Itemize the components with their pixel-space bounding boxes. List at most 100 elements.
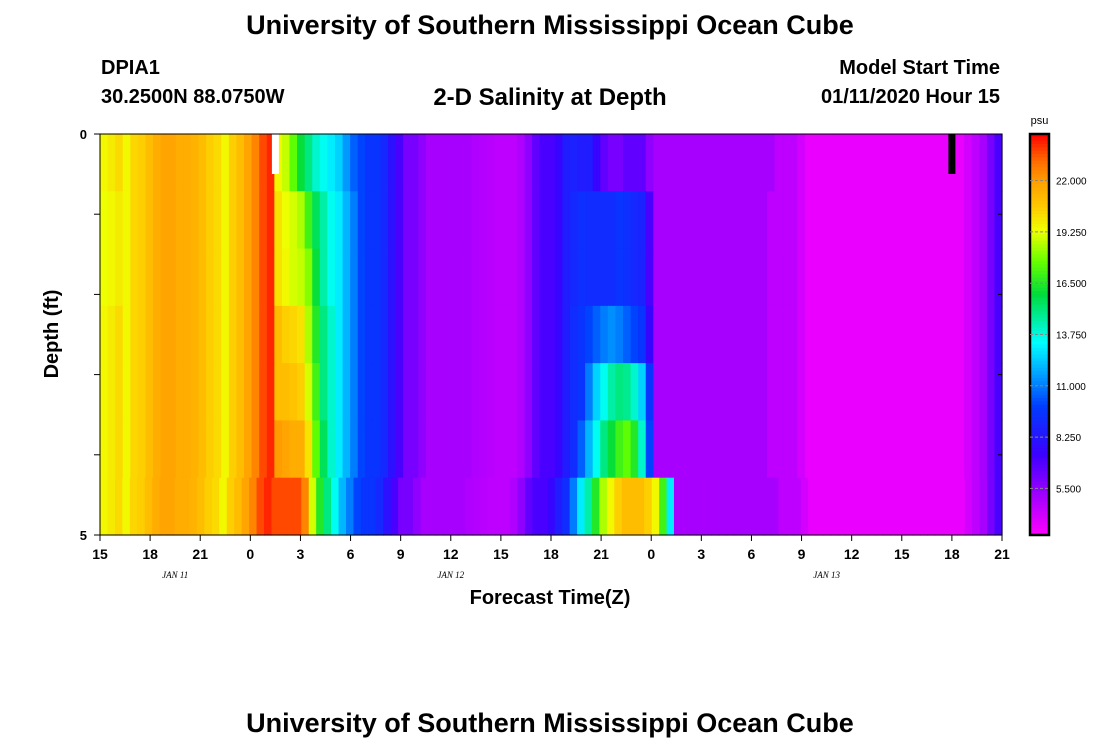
heatmap-cell (259, 363, 268, 422)
heatmap-cell (808, 477, 817, 536)
heatmap-cell (472, 477, 481, 536)
colorbar-segment (1030, 351, 1049, 356)
x-tick-label: 18 (543, 546, 559, 562)
heatmap-cell (607, 134, 617, 192)
heatmap-cell (736, 305, 745, 364)
heatmap-cell (721, 134, 730, 192)
colorbar-segment (1030, 230, 1049, 235)
heatmap-cell (478, 248, 488, 307)
heatmap-cell (820, 420, 829, 479)
heatmap-cell (494, 191, 503, 250)
heatmap-cell (480, 477, 489, 536)
heatmap-cell (478, 134, 488, 192)
heatmap-cell (350, 248, 359, 307)
heatmap-cell (160, 191, 169, 250)
colorbar-segment (1030, 438, 1049, 443)
colorbar-segment (1030, 421, 1049, 426)
heatmap-cell (323, 477, 332, 536)
heatmap-cell (668, 248, 677, 307)
colorbar-segment (1030, 317, 1049, 322)
heatmap-cell (413, 477, 422, 536)
colorbar-segment (1030, 267, 1049, 272)
heatmap-cell (122, 477, 131, 536)
heatmap-cell (425, 248, 435, 307)
heatmap-cell (729, 248, 738, 307)
heatmap-cell (815, 477, 824, 536)
heatmap-cell (721, 420, 730, 479)
heatmap-cell (471, 363, 480, 422)
white-time-marker (271, 134, 279, 174)
heatmap-cell (213, 248, 222, 307)
heatmap-cell (979, 420, 988, 479)
y-axis-ticks: 05 (80, 127, 1002, 543)
colorbar-segment (1030, 391, 1049, 396)
heatmap-cell (651, 477, 660, 536)
heatmap-cell (782, 305, 791, 364)
colorbar-segment (1030, 331, 1049, 336)
heatmap-cell (778, 477, 787, 536)
heatmap-cell (547, 305, 556, 364)
colorbar-segment (1030, 397, 1049, 402)
heatmap-cell (691, 420, 700, 479)
heatmap-cell (251, 134, 260, 192)
heatmap-cell (751, 363, 761, 422)
heatmap-cell (577, 477, 586, 536)
heatmap-cell (770, 477, 779, 536)
heatmap-cell (789, 363, 798, 422)
heatmap-cell (880, 248, 889, 307)
heatmap-cell (987, 477, 996, 536)
heatmap-cell (592, 477, 601, 536)
heatmap-cell (736, 420, 745, 479)
heatmap-cell (789, 191, 798, 250)
heatmap-cell (380, 305, 389, 364)
heatmap-cell (986, 420, 996, 479)
heatmap-cell (918, 134, 927, 192)
heatmap-cell (949, 477, 958, 536)
heatmap-cell (971, 134, 980, 192)
heatmap-cell (266, 134, 275, 192)
station-coords: 30.2500N 88.0750W (101, 86, 285, 108)
heatmap-cell (433, 134, 442, 192)
heatmap-cell (660, 420, 670, 479)
heatmap-cell (448, 363, 457, 422)
heatmap-cell (478, 363, 488, 422)
heatmap-cell (660, 305, 670, 364)
heatmap-cell (463, 248, 473, 307)
heatmap-cell (130, 134, 139, 192)
heatmap-cell (941, 248, 950, 307)
heatmap-cell (850, 191, 859, 250)
heatmap-cell (107, 420, 116, 479)
heatmap-cell (614, 477, 623, 536)
heatmap-cell (456, 420, 465, 479)
heatmap-cell (600, 420, 609, 479)
heatmap-cell (569, 420, 579, 479)
heatmap-cell (410, 420, 419, 479)
heatmap-cell (835, 248, 844, 307)
heatmap-cell (494, 420, 503, 479)
heatmap-cell (334, 248, 344, 307)
heatmap-cell (994, 134, 1003, 192)
heatmap-cell (623, 305, 632, 364)
heatmap-cell (122, 134, 131, 192)
heatmap-cell (190, 305, 200, 364)
x-tick-label: 0 (647, 546, 655, 562)
heatmap-cell (342, 134, 351, 192)
heatmap-cell (221, 191, 230, 250)
heatmap-cell (183, 134, 192, 192)
heatmap-cell (532, 191, 541, 250)
heatmap-cell (713, 191, 723, 250)
heatmap-cell (736, 363, 745, 422)
colorbar-segment (1030, 401, 1049, 406)
heatmap-cell (964, 248, 973, 307)
heatmap-cell (933, 363, 942, 422)
heatmap-cell (850, 305, 859, 364)
colorbar-segment (1030, 361, 1049, 366)
colorbar-segment (1030, 367, 1049, 372)
heatmap-cell (532, 477, 541, 536)
heatmap-cell (645, 363, 654, 422)
heatmap-cell (736, 248, 745, 307)
colorbar-segment (1030, 244, 1049, 249)
heatmap-cell (623, 134, 632, 192)
colorbar-segment (1030, 254, 1049, 259)
heatmap-cell (994, 248, 1003, 307)
